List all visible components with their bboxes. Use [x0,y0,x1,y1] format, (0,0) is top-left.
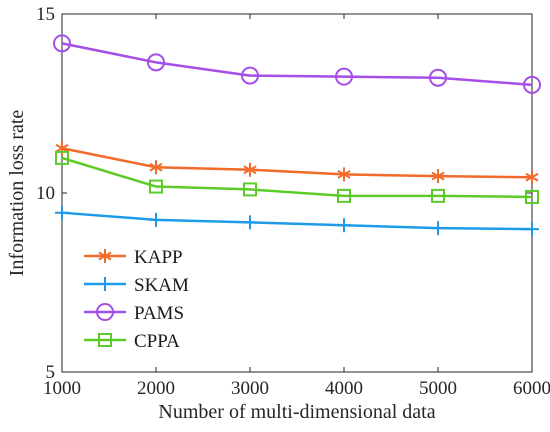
data-point-cppa [525,189,539,204]
data-point-pams [53,34,71,53]
x-axis-label: Number of multi-dimensional data [158,401,435,423]
legend-box [76,240,172,358]
data-point-cppa [243,182,257,197]
data-point-pams [523,75,541,94]
data-point-skam [55,205,69,220]
legend-label: KAPP [134,247,183,268]
series-pams [53,34,541,94]
series-line-kapp [61,147,533,179]
x-tick-label: 3000 [231,378,269,399]
series-kapp [55,141,539,185]
data-point-skam [149,212,163,227]
x-tick-label: 4000 [325,378,363,399]
legend-item-pams: PAMS [84,303,184,324]
data-point-pams [241,66,259,85]
legend-label: CPPA [134,331,180,352]
data-point-skam [243,215,257,230]
legend-marker [98,249,112,263]
data-point-kapp [525,170,539,185]
data-point-pams [429,68,447,87]
x-tick-label: 6000 [513,378,550,399]
legend-item-kapp: KAPP [84,247,183,268]
y-tick-label: 15 [36,4,55,25]
legend-marker [98,333,112,347]
data-point-skam [337,218,351,233]
x-tick-label: 1000 [43,378,81,399]
data-point-cppa [431,188,445,203]
data-point-kapp [149,160,163,175]
legend-item-skam: SKAM [84,275,189,296]
x-tick-label: 5000 [419,378,457,399]
legend-item-cppa: CPPA [84,331,180,352]
legend-label: PAMS [134,303,184,324]
data-point-cppa [149,179,163,194]
data-point-pams [147,53,165,72]
series-line-pams [61,42,533,87]
data-point-kapp [55,141,69,156]
legend-label: SKAM [134,275,189,296]
series-line-cppa [61,156,533,199]
data-point-kapp [243,162,257,177]
y-tick-label: 10 [36,183,55,204]
series-skam [55,205,539,237]
legend-marker [98,277,112,291]
data-point-skam [525,222,539,237]
series-line-skam [61,211,533,231]
data-point-pams [335,67,353,86]
y-tick-label: 5 [46,362,56,383]
series-cppa [55,150,539,204]
legend-marker [96,303,114,321]
data-point-cppa [337,188,351,203]
data-point-skam [431,221,445,236]
y-axis-label: Information loss rate [6,110,28,277]
data-point-cppa [55,150,69,165]
x-tick-label: 2000 [137,378,175,399]
data-point-kapp [431,169,445,184]
data-point-kapp [337,167,351,182]
